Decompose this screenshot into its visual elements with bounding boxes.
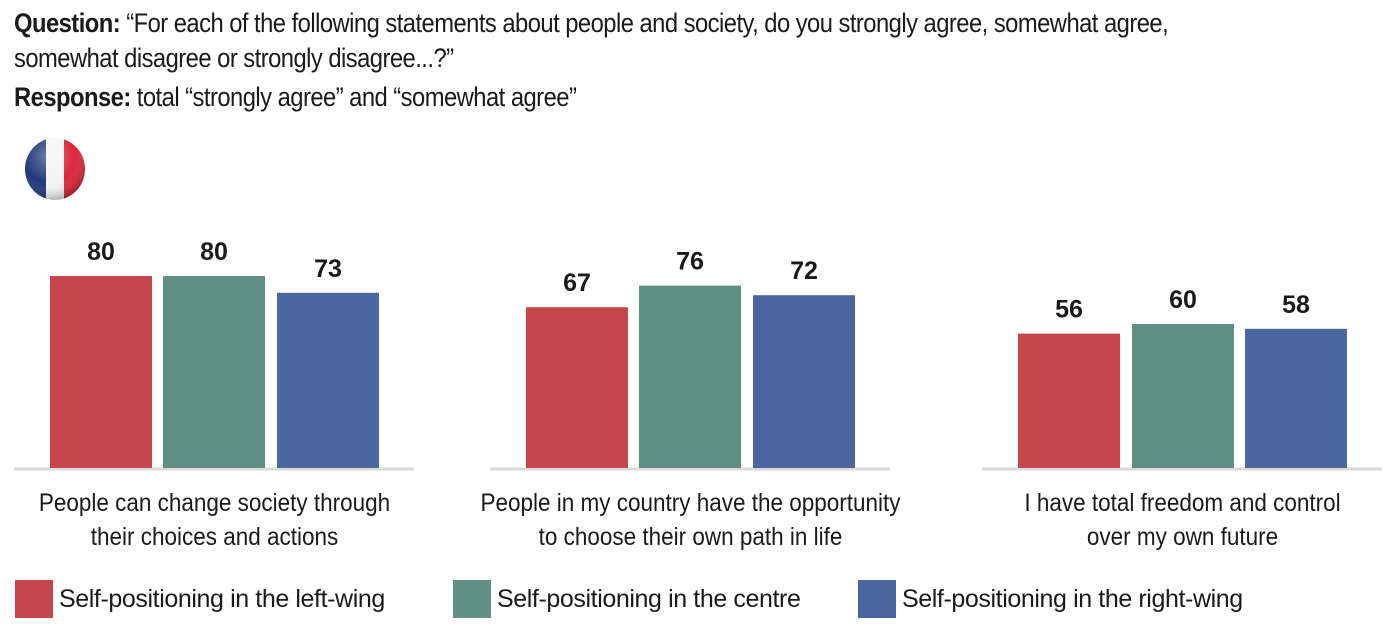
bar bbox=[1245, 328, 1347, 468]
data-label: 80 bbox=[87, 238, 115, 266]
data-label: 58 bbox=[1282, 291, 1310, 319]
bar bbox=[526, 307, 628, 468]
legend-item-centre: Self-positioning in the centre bbox=[453, 580, 801, 618]
question-text: “For each of the following statements ab… bbox=[126, 8, 1169, 38]
legend-swatch-centre bbox=[453, 580, 491, 618]
bar bbox=[1132, 324, 1234, 468]
category-label: I have total freedom and control bbox=[1024, 489, 1340, 517]
category-label: People can change society through bbox=[39, 489, 390, 517]
bar bbox=[50, 276, 152, 468]
data-label: 67 bbox=[563, 269, 591, 297]
legend-item-left-wing: Self-positioning in the left-wing bbox=[15, 580, 385, 618]
france-flag-icon bbox=[25, 138, 85, 200]
question-line-2: somewhat disagree or strongly disagree..… bbox=[14, 43, 454, 73]
bar-chart: 80 80 73 People can change society through t… bbox=[14, 238, 1382, 551]
bar bbox=[639, 285, 741, 468]
data-label: 56 bbox=[1055, 296, 1083, 324]
bar bbox=[277, 292, 379, 468]
legend-swatch-right-wing bbox=[858, 580, 896, 618]
legend-label-centre: Self-positioning in the centre bbox=[497, 584, 801, 613]
bar bbox=[163, 276, 265, 468]
legend-swatch-left-wing bbox=[15, 580, 53, 618]
data-label: 60 bbox=[1169, 286, 1197, 314]
legend-label-left-wing: Self-positioning in the left-wing bbox=[59, 584, 385, 613]
response-label: Response: bbox=[14, 82, 131, 112]
data-label: 80 bbox=[200, 238, 228, 266]
question-line-1: Question: “For each of the following sta… bbox=[14, 6, 1228, 41]
data-label: 72 bbox=[790, 257, 818, 285]
question-label: Question: bbox=[14, 8, 121, 38]
category-label: their choices and actions bbox=[91, 523, 339, 551]
legend-item-right-wing: Self-positioning in the right-wing bbox=[858, 580, 1243, 618]
legend-label-right-wing: Self-positioning in the right-wing bbox=[902, 584, 1243, 613]
data-label: 73 bbox=[314, 255, 342, 283]
category-label: over my own future bbox=[1087, 523, 1278, 551]
category-label: to choose their own path in life bbox=[539, 523, 843, 551]
response-line: Response: total “strongly agree” and “so… bbox=[14, 80, 1228, 115]
chart-header: Question: “For each of the following sta… bbox=[14, 6, 1228, 115]
category-label: People in my country have the opportunit… bbox=[481, 489, 901, 517]
data-label: 76 bbox=[676, 248, 704, 276]
bar bbox=[1018, 333, 1120, 468]
bar bbox=[753, 295, 855, 468]
response-text: total “strongly agree” and “somewhat agr… bbox=[136, 82, 577, 112]
